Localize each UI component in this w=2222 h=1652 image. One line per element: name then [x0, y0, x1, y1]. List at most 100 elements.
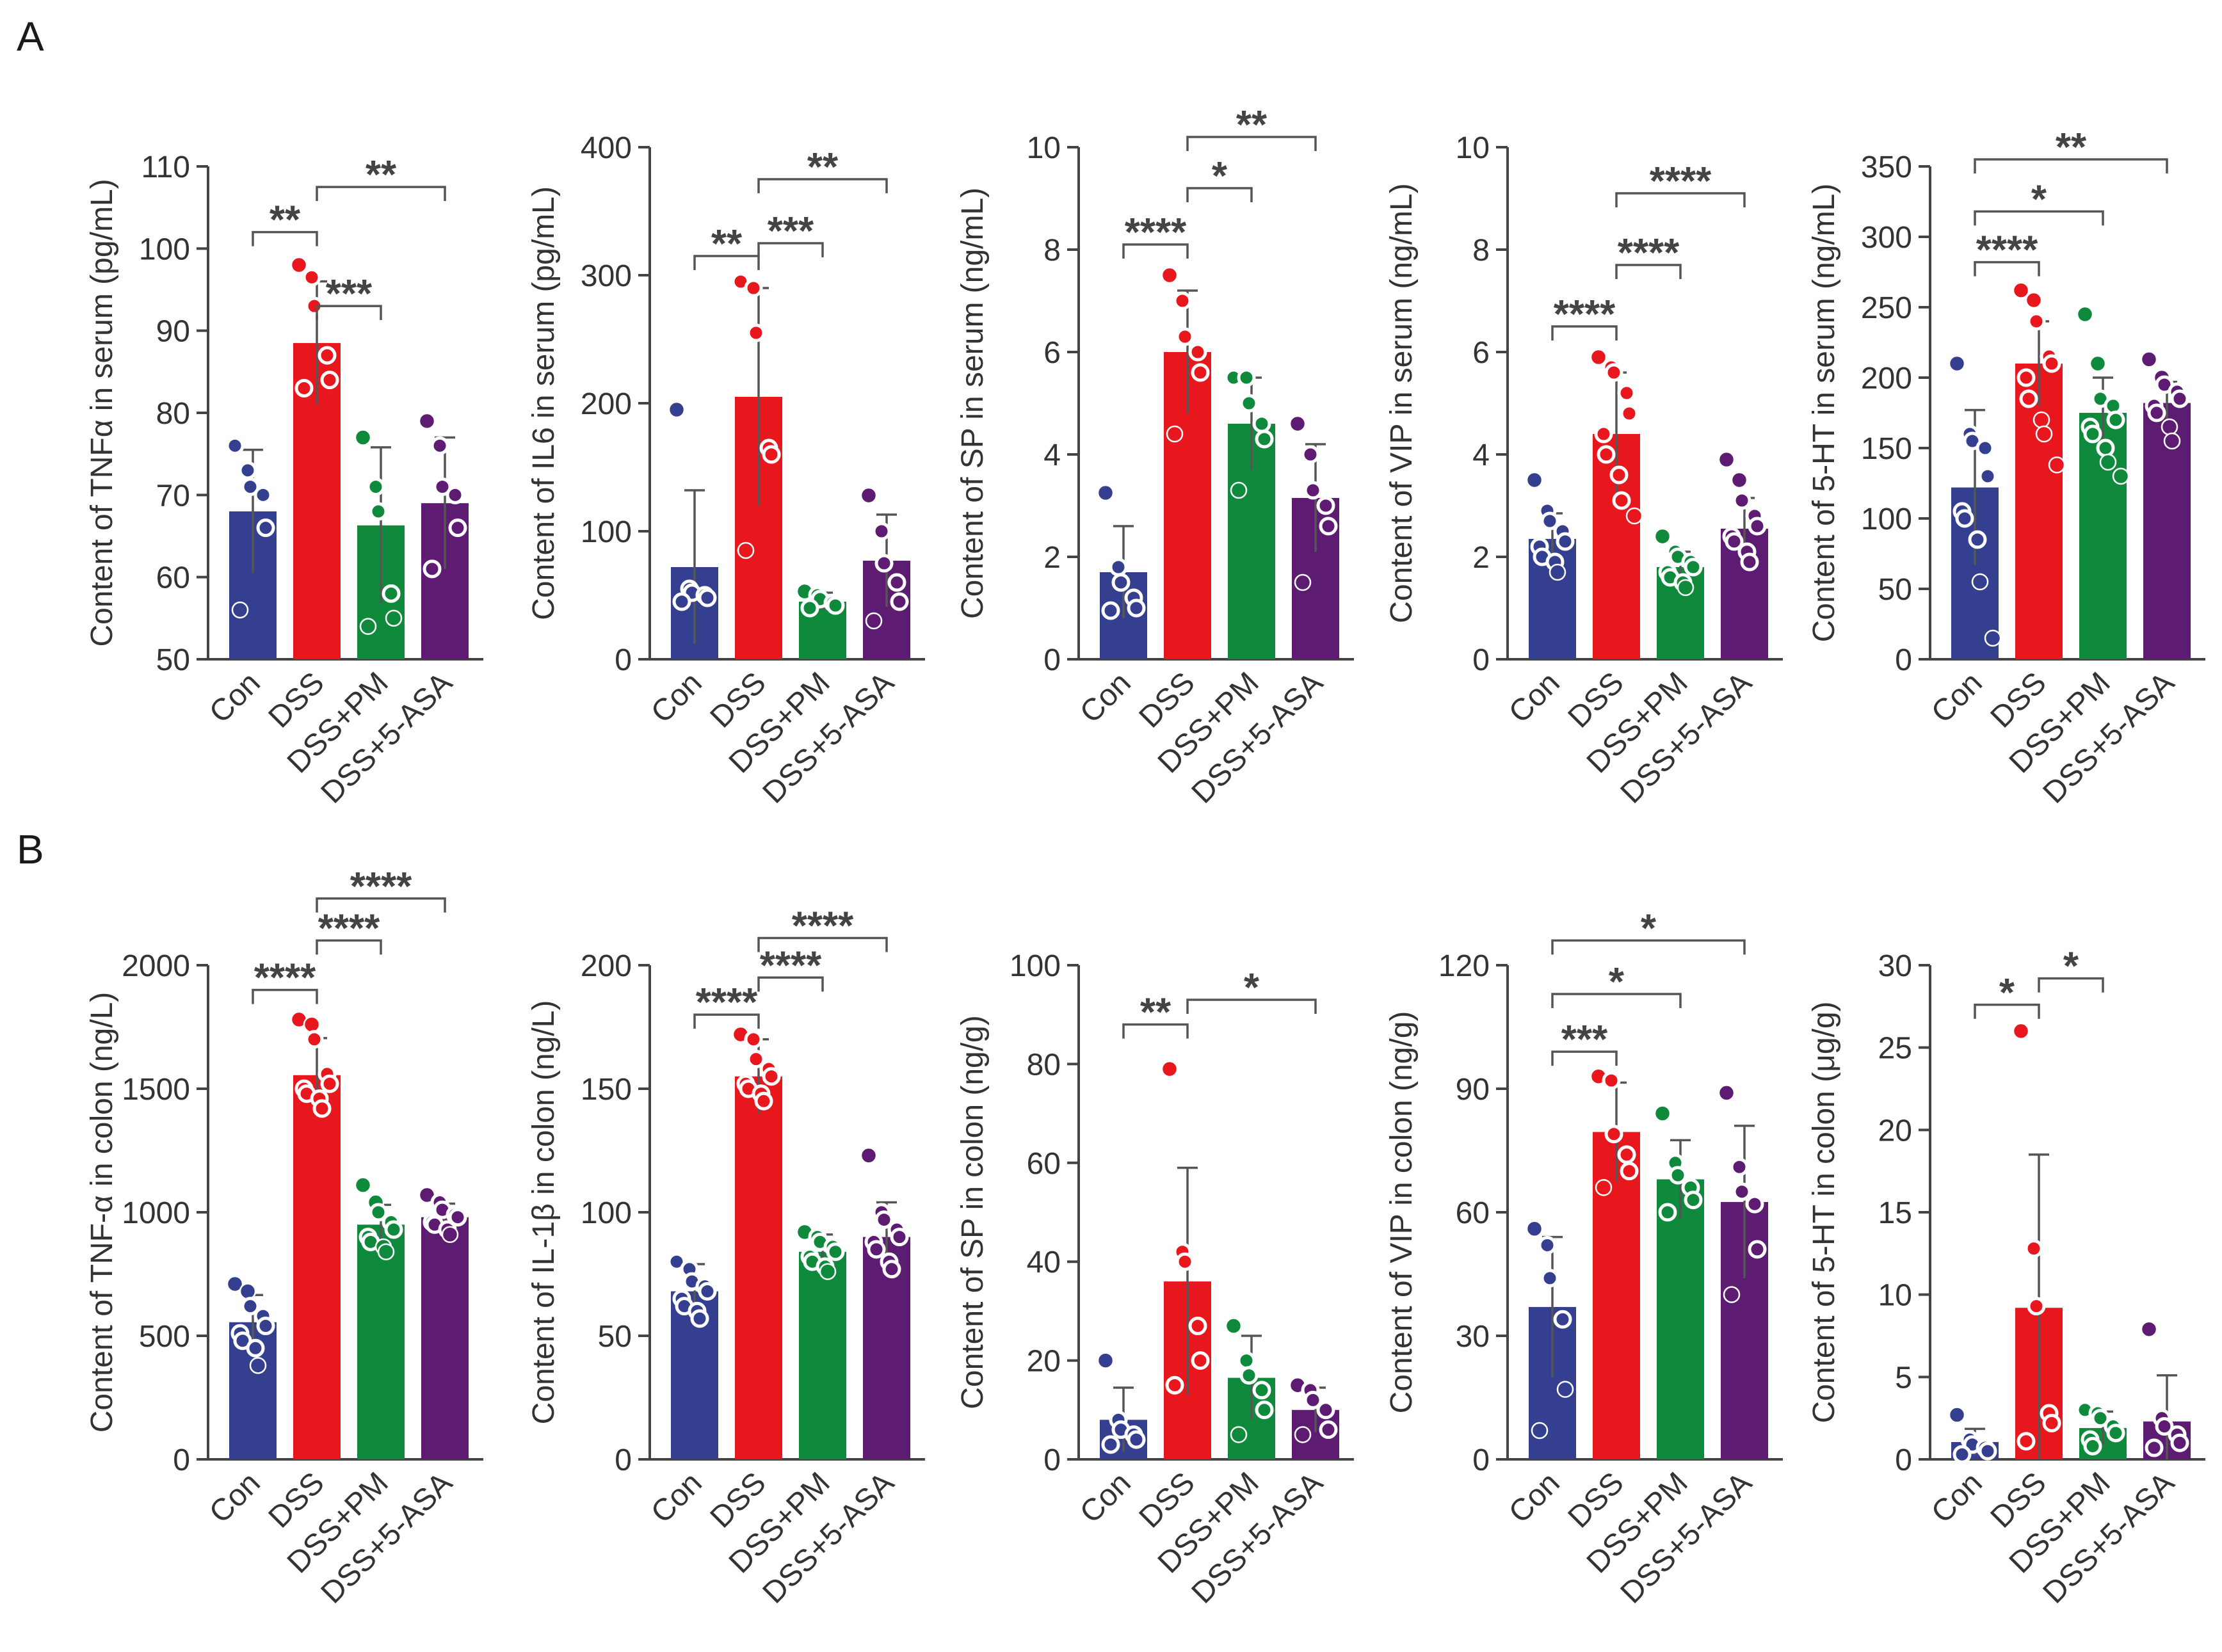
data-point — [1556, 1381, 1574, 1398]
data-point — [2042, 1413, 2061, 1432]
y-tick-label: 8 — [1043, 234, 1061, 268]
y-tick-label: 400 — [581, 131, 632, 165]
significance-label: *** — [1561, 1018, 1608, 1062]
y-tick-label: 50 — [156, 643, 190, 677]
data-point — [2017, 368, 2036, 387]
bar-DSS+PM — [799, 1251, 846, 1459]
data-point — [239, 1283, 257, 1300]
significance-bracket — [1974, 261, 2040, 277]
data-point — [2163, 432, 2181, 450]
data-point — [1531, 1422, 1549, 1439]
significance-bracket — [1551, 325, 1618, 341]
bar-DSS — [2015, 364, 2063, 659]
y-tick-label: 350 — [1861, 150, 1912, 184]
significance-label: **** — [1650, 159, 1712, 204]
data-point — [1553, 1310, 1572, 1329]
data-point — [1101, 1435, 1120, 1454]
y-tick-label: 60 — [1027, 1147, 1061, 1181]
data-point — [2083, 1436, 2102, 1456]
y-tick-label: 10 — [1878, 1279, 1912, 1313]
data-point — [1604, 363, 1623, 382]
bar-DSS+5-ASA — [421, 1217, 469, 1459]
y-tick-label: 25 — [1878, 1032, 1912, 1066]
data-point — [1745, 1194, 1764, 1214]
y-tick-label: 0 — [1043, 643, 1061, 677]
chart-9: 0 30 60 90 120 Content of VIP in colon (ng/g)… — [1385, 906, 1783, 1610]
data-point — [1225, 1317, 1243, 1335]
x-tick-label: Con — [645, 1466, 709, 1530]
data-point — [1684, 1191, 1703, 1210]
data-point — [1595, 1179, 1613, 1196]
y-tick-label: 0 — [1895, 1443, 1912, 1477]
significance-bracket — [316, 186, 446, 202]
data-point — [305, 1030, 324, 1049]
significance-bracket — [316, 305, 382, 321]
y-tick-label: 80 — [1027, 1048, 1061, 1082]
chart-1: 50 60 70 80 90 100 110 Content of TNFα in serum… — [85, 150, 483, 810]
y-tick-label: 100 — [1010, 949, 1061, 983]
data-point — [1668, 1166, 1687, 1185]
data-point — [1952, 1445, 1972, 1464]
data-point — [1191, 363, 1210, 382]
data-point — [1725, 532, 1744, 551]
data-point — [241, 1297, 260, 1316]
y-tick-label: 50 — [598, 1320, 632, 1354]
data-point — [1188, 342, 1207, 362]
significance-bracket — [1551, 993, 1682, 1009]
x-tick-label: Con — [1502, 1466, 1566, 1530]
data-point — [2170, 1433, 2189, 1452]
chart-2: 0 100 200 300 400 Content of IL6 in serum (pg… — [527, 131, 925, 810]
significance-label: * — [2063, 945, 2079, 989]
significance-bracket — [252, 230, 318, 246]
data-point — [430, 436, 449, 455]
y-tick-label: 70 — [156, 479, 190, 513]
significance-bracket — [2038, 977, 2104, 993]
panel-label-a: A — [17, 13, 44, 60]
data-point — [2140, 351, 2158, 368]
significance-label: ** — [2056, 125, 2087, 170]
data-point — [1654, 527, 1671, 545]
data-point — [1948, 1406, 1966, 1423]
data-point — [318, 346, 337, 365]
x-tick-label: Con — [645, 666, 709, 730]
x-tick-label: Con — [1074, 1466, 1138, 1530]
data-point — [354, 429, 372, 446]
significance-label: * — [1641, 906, 1657, 950]
bar-DSS — [735, 1076, 782, 1459]
y-tick-label: 30 — [1878, 949, 1912, 983]
y-tick-label: 200 — [581, 387, 632, 421]
significance-label: ** — [711, 222, 743, 266]
y-tick-label: 1000 — [122, 1196, 190, 1230]
data-point — [354, 1176, 372, 1194]
data-point — [690, 1309, 709, 1328]
data-point — [2089, 355, 2107, 373]
data-point — [1303, 481, 1323, 500]
y-tick-label: 0 — [615, 643, 632, 677]
y-tick-label: 100 — [139, 232, 190, 266]
significance-bracket — [1974, 158, 2168, 173]
data-point — [1658, 1203, 1677, 1222]
y-tick-label: 15 — [1878, 1196, 1912, 1230]
data-point — [448, 518, 467, 538]
data-point — [1097, 484, 1115, 502]
chart-8: 0 20 40 60 80 100 Content of SP in colon (ng/g… — [956, 949, 1354, 1610]
significance-bracket — [757, 936, 888, 952]
data-point — [1230, 1426, 1248, 1443]
significance-label: ** — [1236, 103, 1268, 147]
y-tick-label: 0 — [173, 1443, 190, 1477]
data-point — [890, 592, 909, 611]
data-point — [872, 522, 891, 541]
data-point — [2161, 418, 2178, 436]
y-tick-label: 2 — [1043, 541, 1061, 575]
data-point — [1237, 1351, 1256, 1370]
data-point — [1948, 355, 1966, 373]
chart-5: 0 50 100 150 200 250 300 350 Content of 5-HT in … — [1807, 125, 2205, 810]
y-tick-label: 4 — [1472, 438, 1490, 472]
data-point — [385, 609, 403, 627]
y-axis-label: Content of IL6 in serum (pg/mL) — [527, 186, 561, 620]
data-point — [1617, 1145, 1636, 1164]
significance-label: **** — [1554, 293, 1616, 337]
significance-bracket — [1551, 939, 1746, 955]
significance-bracket — [757, 178, 888, 193]
